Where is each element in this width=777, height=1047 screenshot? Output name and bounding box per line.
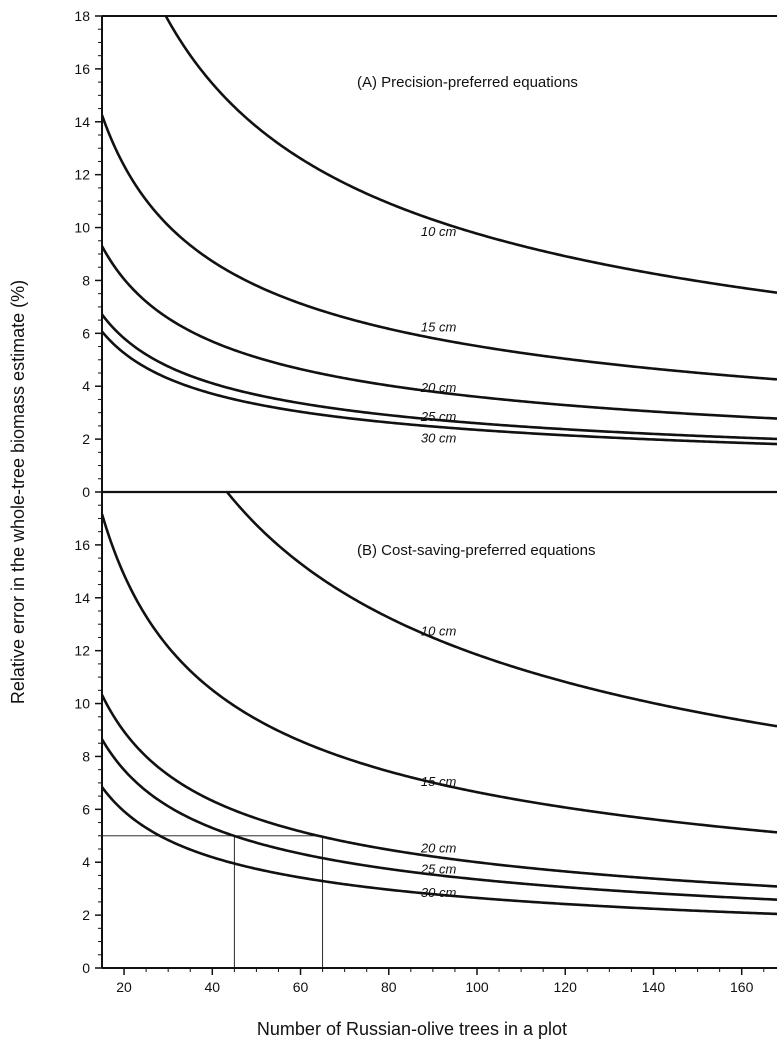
y-tick-label: 2 [82,907,90,923]
curve-label-10-cm: 10 cm [421,623,457,638]
panel-b-reference-lines [102,835,324,968]
y-tick-label: 8 [82,748,90,764]
panel-b: (B) Cost-saving-preferred equations 0 2 4 6… [74,492,777,976]
y-tick-label: 12 [74,167,90,183]
panel-a-curve-labels: 10 cm 15 cm 20 cm 25 cm 30 cm [420,224,457,445]
curve-label-15-cm: 15 cm [421,774,457,789]
panel-a-title: (A) Precision-preferred equations [357,74,578,91]
curve-label-25-cm: 25 cm [420,409,457,424]
curve-label-10-cm: 10 cm [421,224,457,239]
y-tick-label: 16 [74,537,90,553]
curve-25-cm [102,738,777,901]
x-tick-label: 100 [465,979,489,995]
panel-b-curves [102,492,777,916]
curve-label-25-cm: 25 cm [420,861,457,876]
y-tick-label: 14 [74,590,90,606]
y-tick-label: 6 [82,325,90,341]
y-tick-label: 2 [82,431,90,447]
y-tick-label: 12 [74,643,90,659]
panel-a-y-axis: 0 2 4 6 8 10 12 14 16 18 [74,8,102,500]
curve-15-cm [102,513,777,834]
panel-a-curves [102,16,777,446]
panel-b-y-axis: 0 2 4 6 8 10 12 14 16 [74,504,102,976]
curve-20-cm [102,245,777,420]
curve-label-30-cm: 30 cm [421,430,457,445]
panel-b-title: (B) Cost-saving-preferred equations [357,542,595,559]
y-tick-label: 14 [74,114,90,130]
y-tick-label: 6 [82,801,90,817]
y-tick-label: 10 [74,696,90,712]
curve-label-30-cm: 30 cm [421,885,457,900]
y-axis-title: Relative error in the whole-tree biomass… [8,280,28,704]
x-axis-title: Number of Russian-olive trees in a plot [257,1019,567,1039]
x-tick-label: 160 [730,979,754,995]
plot-frame [101,15,777,969]
curve-30-cm [102,786,777,916]
curve-30-cm [102,330,777,446]
y-tick-label: 0 [82,484,90,500]
x-tick-label: 80 [381,979,397,995]
curve-10-cm [164,16,777,294]
y-tick-label: 16 [74,61,90,77]
x-tick-label: 20 [116,979,132,995]
y-tick-label: 0 [82,960,90,976]
x-axis: 20 40 60 80 100 120 140 160 [116,968,765,995]
x-tick-label: 120 [554,979,578,995]
x-tick-label: 140 [642,979,666,995]
y-tick-label: 8 [82,272,90,288]
curve-label-20-cm: 20 cm [420,380,457,395]
y-tick-label: 4 [82,378,90,394]
y-tick-label: 4 [82,854,90,870]
y-tick-label: 18 [74,8,90,24]
curve-10-cm [225,492,777,728]
curve-20-cm [102,694,777,888]
y-tick-label: 10 [74,220,90,236]
x-tick-label: 40 [205,979,221,995]
x-tick-label: 60 [293,979,309,995]
curve-label-20-cm: 20 cm [420,840,457,855]
curve-label-15-cm: 15 cm [421,319,457,334]
curve-25-cm [102,313,777,441]
panel-b-curve-labels: 10 cm 15 cm 20 cm 25 cm 30 cm [420,623,457,900]
curve-15-cm [102,114,777,381]
panel-a: (A) Precision-preferred equations 0 2 4 6 8 1… [74,8,777,500]
